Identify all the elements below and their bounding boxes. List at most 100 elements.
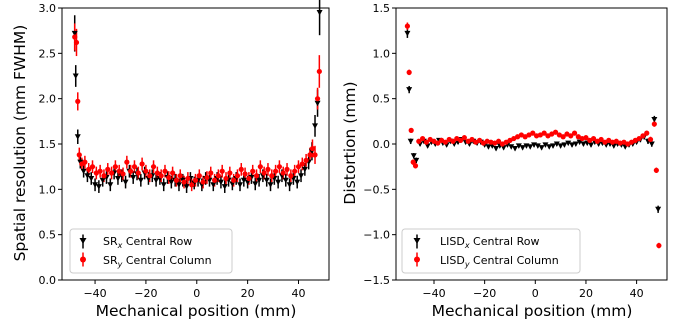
data-point-series-2	[73, 39, 80, 46]
x-tick-label: 40	[630, 287, 644, 300]
data-point-series-1	[493, 146, 500, 152]
data-point-series-1	[256, 177, 263, 184]
data-point-series-1	[508, 144, 515, 150]
data-point-series-2	[404, 23, 410, 29]
left-legend: SRx Central Row SRy Central Column	[69, 228, 233, 274]
y-tick-label: 3.0	[39, 2, 57, 15]
data-point-series-1	[404, 30, 411, 37]
left-x-tick-labels: −40 −20 0 20 40	[83, 287, 305, 300]
data-point-series-2	[101, 173, 107, 179]
data-point-series-1	[80, 168, 87, 175]
data-point-series-1	[114, 175, 121, 182]
data-point-series-2	[166, 174, 172, 181]
data-point-series-2	[116, 168, 122, 174]
data-point-series-2	[280, 170, 286, 176]
data-point-series-1	[84, 173, 91, 179]
data-point-series-2	[560, 134, 566, 140]
right-y-axis-label: Distortion (mm)	[341, 81, 359, 204]
left-chart: Spatial resolution (mm FWHM) Mechanical …	[11, 0, 330, 320]
data-point-series-2	[154, 170, 160, 176]
right-markers	[404, 23, 662, 249]
data-point-series-2	[219, 168, 225, 174]
y-tick-label: 0.0	[373, 138, 391, 151]
left-legend-entry-1: SRx Central Row	[79, 234, 192, 250]
right-legend-label-2: LISDy Central Column	[440, 254, 559, 269]
x-tick-label: −40	[83, 287, 106, 300]
data-point-series-1	[557, 143, 564, 149]
y-tick-label: 0.0	[39, 274, 57, 287]
y-tick-label: 1.5	[39, 138, 57, 151]
data-point-series-2	[242, 171, 248, 177]
left-y-axis-label: Spatial resolution (mm FWHM)	[11, 25, 29, 262]
data-point-series-2	[112, 164, 118, 170]
data-point-series-1	[175, 182, 182, 188]
data-point-series-1	[221, 184, 228, 190]
data-point-series-1	[316, 10, 323, 16]
x-tick-label: 20	[579, 287, 593, 300]
data-point-series-2	[656, 242, 662, 249]
data-point-series-1	[314, 100, 321, 107]
data-point-series-2	[238, 166, 244, 172]
data-point-series-1	[99, 177, 106, 184]
x-tick-label: −20	[134, 287, 157, 300]
y-tick-label: 1.5	[373, 2, 391, 15]
data-point-series-1	[301, 166, 308, 173]
data-point-series-1	[71, 30, 78, 37]
data-point-series-1	[252, 181, 259, 187]
data-point-series-2	[316, 68, 322, 75]
data-point-series-2	[309, 145, 316, 152]
data-point-series-2	[227, 170, 233, 176]
data-point-series-1	[542, 142, 549, 148]
data-point-series-1	[92, 182, 99, 188]
data-point-series-1	[168, 179, 175, 186]
right-x-tick-labels: −40 −20 0 20 40	[422, 287, 643, 300]
data-point-series-2	[416, 138, 422, 144]
data-point-series-2	[173, 177, 180, 183]
data-point-series-1	[572, 141, 579, 147]
y-tick-label: 0.5	[373, 93, 391, 106]
data-point-series-1	[485, 144, 492, 150]
data-point-series-2	[568, 133, 574, 139]
data-point-series-1	[286, 182, 293, 188]
data-point-series-1	[534, 143, 541, 149]
y-tick-label: 2.5	[39, 47, 57, 60]
data-point-series-2	[590, 135, 597, 142]
data-point-series-2	[435, 140, 441, 146]
data-point-series-2	[412, 163, 419, 169]
right-y-tick-labels: −1.5 −1.0 −0.5 0.0 0.5 1.0 1.5	[363, 2, 390, 287]
right-axis-ticks	[392, 7, 638, 284]
data-point-series-2	[457, 137, 464, 143]
y-tick-label: 2.0	[39, 93, 57, 106]
left-plot-frame	[61, 7, 330, 281]
data-point-series-2	[223, 175, 229, 182]
data-point-series-2	[314, 96, 321, 102]
data-point-series-2	[651, 121, 657, 127]
data-point-series-2	[246, 175, 252, 182]
data-point-series-1	[294, 179, 301, 186]
data-point-series-2	[211, 177, 218, 183]
data-point-series-2	[292, 168, 298, 174]
data-point-series-2	[89, 164, 96, 170]
left-legend-entry-2: SRy Central Column	[80, 252, 212, 269]
data-point-series-2	[128, 168, 134, 174]
data-point-series-2	[177, 173, 183, 179]
data-point-series-1	[160, 182, 167, 188]
y-tick-label: 1.0	[373, 47, 391, 60]
data-point-series-2	[273, 168, 279, 174]
data-point-series-2	[476, 137, 483, 143]
data-point-series-1	[237, 182, 243, 188]
data-point-series-2	[295, 164, 302, 170]
data-point-series-2	[108, 170, 115, 176]
data-point-series-2	[571, 130, 578, 136]
data-point-series-2	[135, 170, 141, 176]
data-point-series-2	[200, 179, 206, 185]
data-point-series-2	[408, 127, 414, 133]
data-point-series-1	[153, 177, 160, 184]
data-point-series-2	[636, 135, 642, 142]
data-point-series-2	[139, 161, 145, 167]
data-point-series-1	[407, 138, 414, 145]
right-x-axis-label: Mechanical position (mm)	[432, 302, 633, 320]
data-point-series-2	[150, 164, 157, 170]
y-tick-label: −1.5	[363, 274, 390, 287]
